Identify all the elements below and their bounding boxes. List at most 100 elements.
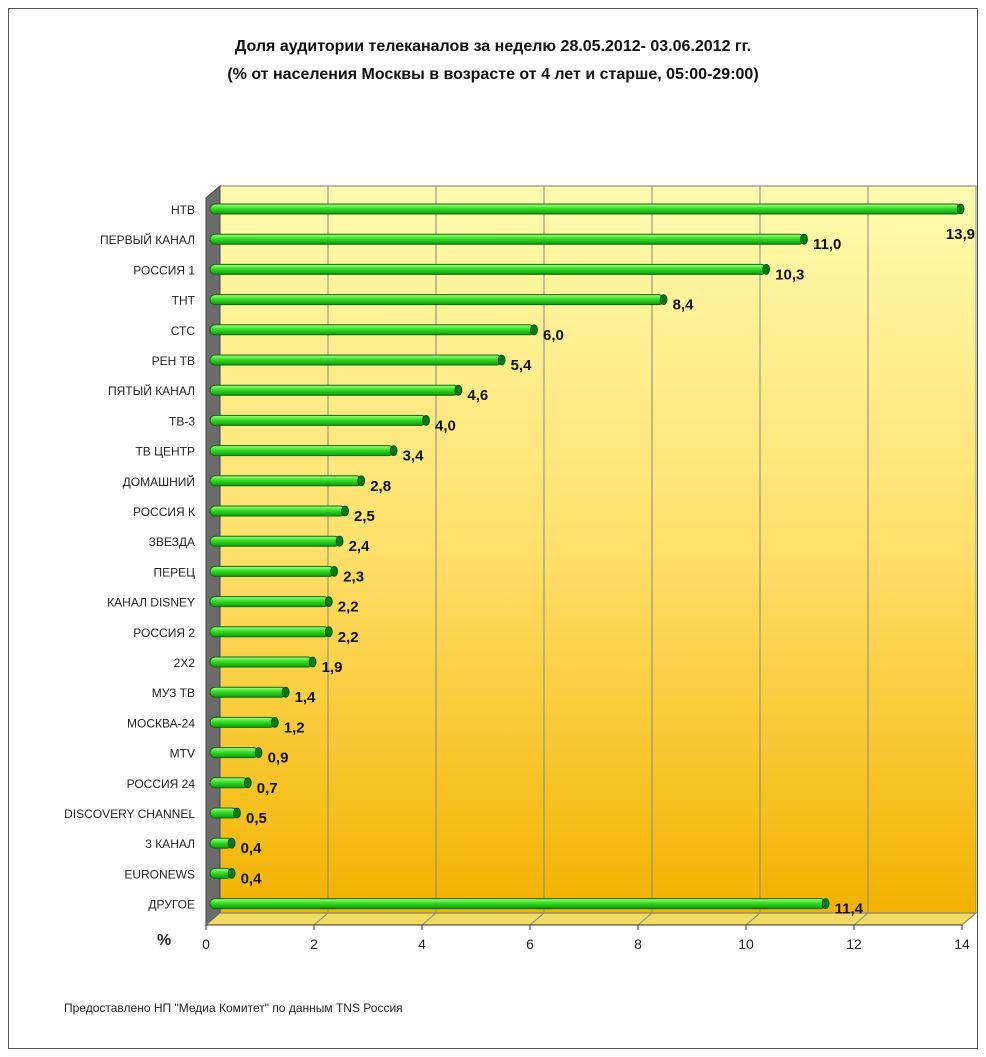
bar: [209, 565, 335, 577]
bar-end-cap: [308, 656, 317, 668]
category-label: ТВ ЦЕНТР: [135, 445, 195, 459]
data-label: 1,2: [284, 719, 305, 736]
category-label: РОССИЯ 24: [127, 777, 196, 791]
floor-gridline: [529, 912, 545, 926]
floor-gridline: [745, 912, 761, 926]
category-label: КАНАЛ DISNEY: [107, 596, 195, 610]
bar-end-cap: [821, 898, 830, 909]
x-axis-label: %: [157, 932, 171, 949]
bar: [209, 716, 276, 728]
floor-gridline: [853, 912, 869, 926]
category-label: МУЗ ТВ: [152, 686, 195, 700]
bar: [209, 354, 503, 366]
category-label: ЗВЕЗДА: [149, 535, 195, 549]
x-tick-label: 12: [846, 936, 862, 952]
x-tick-label: 4: [418, 936, 426, 952]
data-label: 11,4: [835, 901, 864, 918]
category-label: DISCOVERY CHANNEL: [64, 807, 195, 821]
bar: [209, 656, 314, 668]
bar-end-cap: [243, 777, 252, 789]
bar-end-cap: [956, 203, 965, 215]
category-label: РОССИЯ 1: [133, 263, 195, 277]
category-label: РОССИЯ 2: [133, 626, 195, 640]
bar: [209, 596, 330, 608]
bar-end-cap: [497, 354, 506, 366]
bar-end-cap: [270, 717, 279, 728]
x-tick-label: 0: [202, 936, 210, 952]
data-label: 2,5: [354, 508, 375, 525]
chart-title: Доля аудитории телеканалов за неделю 28.…: [234, 38, 752, 55]
data-label: 2,2: [338, 599, 359, 616]
bar-end-cap: [254, 747, 263, 758]
data-label: 2,2: [338, 629, 359, 646]
data-label: 8,4: [673, 297, 695, 314]
bar-end-cap: [335, 535, 344, 547]
category-label: 3 КАНАЛ: [145, 837, 195, 851]
data-label: 1,9: [322, 659, 343, 676]
bar: [209, 233, 805, 245]
data-label: 0,9: [268, 750, 289, 767]
bar: [209, 747, 260, 759]
bar-end-cap: [227, 837, 236, 849]
bar: [209, 807, 238, 819]
x-tick-label: 10: [738, 936, 754, 952]
data-label: 3,4: [403, 448, 425, 465]
category-label: НТВ: [171, 203, 195, 217]
floor-gridline: [637, 912, 653, 926]
category-label: ПЯТЫЙ КАНАЛ: [108, 383, 195, 398]
bar-end-cap: [530, 324, 538, 336]
data-label: 10,3: [775, 266, 804, 283]
category-label: РОССИЯ К: [133, 505, 195, 519]
bar-end-cap: [454, 384, 463, 396]
x-tick-label: 2: [310, 936, 318, 952]
bar: [209, 686, 287, 698]
category-label: ПЕРВЫЙ КАНАЛ: [100, 232, 195, 247]
floor-gridline: [313, 912, 329, 926]
data-label: 5,4: [511, 357, 533, 374]
data-label: 0,4: [241, 870, 263, 887]
data-label: 2,4: [349, 538, 371, 555]
data-label: 1,4: [295, 689, 317, 706]
category-label: ТВ-3: [169, 414, 195, 428]
data-label: 11,0: [813, 236, 841, 253]
category-label: ДРУГОЕ: [148, 898, 195, 912]
data-label: 4,0: [435, 417, 456, 434]
bar-end-cap: [762, 263, 771, 275]
bar-end-cap: [330, 566, 339, 577]
bar: [209, 535, 341, 547]
data-label: 2,8: [370, 478, 391, 495]
floor-gridline: [961, 912, 977, 926]
bar: [209, 384, 459, 396]
category-label: МОСКВА-24: [127, 716, 195, 730]
x-tick-label: 14: [954, 936, 970, 952]
category-label: СТС: [171, 324, 196, 338]
category-label: 2Х2: [174, 656, 196, 670]
chart-subtitle: (% от населения Москвы в возрасте от 4 л…: [227, 66, 759, 83]
bar-end-cap: [659, 294, 668, 306]
bar: [209, 294, 665, 306]
x-tick-label: 6: [526, 936, 534, 952]
bar: [209, 505, 346, 517]
data-label: 2,3: [343, 568, 364, 585]
footer-note: Предоставлено НП "Медиа Комитет" по данн…: [64, 1001, 403, 1015]
category-label: ДОМАШНИЙ: [123, 474, 195, 489]
bar-end-cap: [422, 414, 430, 426]
bar-end-cap: [324, 596, 333, 607]
data-label: 0,5: [246, 810, 267, 827]
bar-end-cap: [227, 868, 236, 879]
bar-end-cap: [324, 626, 333, 638]
bar: [209, 324, 535, 336]
data-label: 0,7: [257, 780, 278, 797]
floor-gridline: [421, 912, 437, 926]
category-label: MTV: [170, 747, 195, 761]
category-label: EURONEWS: [124, 867, 195, 881]
bar: [209, 626, 330, 638]
bar-end-cap: [233, 807, 241, 819]
data-label: 13,9: [946, 226, 975, 243]
bar-end-cap: [281, 686, 290, 698]
bar: [209, 203, 962, 215]
bar: [209, 898, 827, 910]
bar-end-cap: [800, 233, 808, 245]
bar-end-cap: [389, 445, 398, 457]
